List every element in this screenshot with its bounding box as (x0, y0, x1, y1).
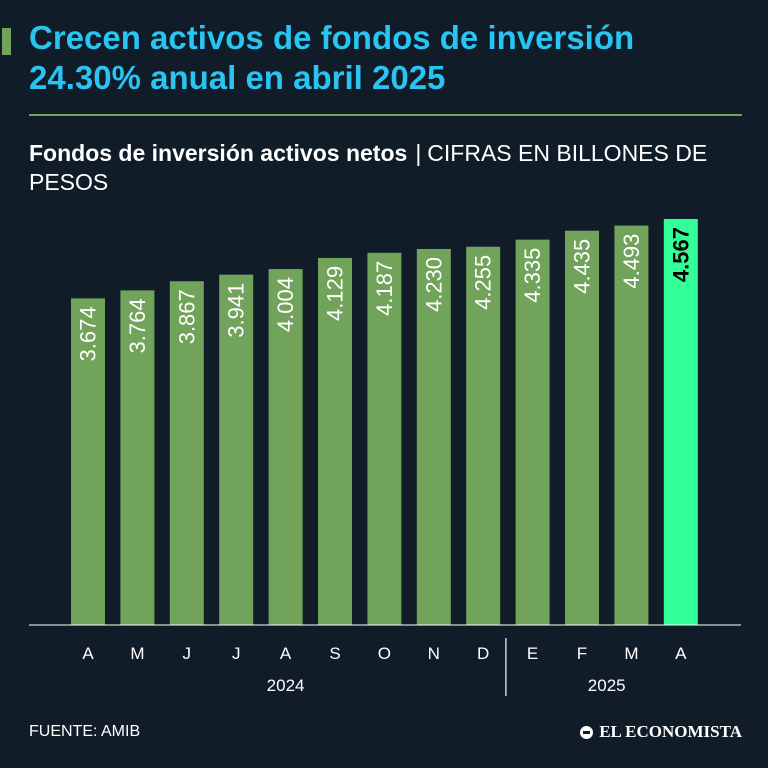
x-tick-label: F (577, 644, 587, 663)
bar-value-label: 4.187 (372, 261, 397, 316)
bar-value-label: 3.941 (224, 283, 249, 338)
x-tick-label: O (378, 644, 391, 663)
x-tick-label: J (183, 644, 192, 663)
bar (268, 269, 303, 625)
bar (515, 239, 550, 625)
bar-value-label: 4.567 (668, 227, 693, 282)
x-tick-label: A (675, 644, 687, 663)
x-tick-label: D (477, 644, 489, 663)
year-label: 2024 (267, 676, 305, 695)
brand-logo: EL ECONOMISTA (580, 722, 742, 742)
subtitle-main: Fondos de inversión activos netos (29, 140, 408, 166)
bar (416, 248, 451, 625)
x-tick-label: M (624, 644, 638, 663)
bar-value-label: 4.493 (619, 234, 644, 289)
bar (614, 225, 649, 625)
bar (663, 219, 698, 625)
bar-value-label: 4.335 (520, 248, 545, 303)
bar (565, 230, 599, 625)
bar-value-label: 4.255 (471, 255, 496, 310)
bar-value-label: 3.867 (174, 289, 199, 344)
bar (318, 257, 352, 625)
brand-name: EL ECONOMISTA (599, 722, 742, 741)
bar-value-label: 4.230 (421, 257, 446, 312)
bar-value-label: 4.435 (570, 239, 595, 294)
bar (367, 252, 402, 625)
x-tick-label: A (280, 644, 292, 663)
year-label: 2025 (588, 676, 626, 695)
chart-subtitle: Fondos de inversión activos netos | CIFRAS… (29, 139, 754, 197)
bar (120, 290, 155, 625)
bar-value-label: 3.764 (125, 298, 150, 353)
bar-value-label: 4.004 (273, 277, 298, 332)
x-tick-label: A (82, 644, 94, 663)
subtitle-separator: | (415, 140, 422, 166)
brand-icon (580, 725, 594, 739)
bar (219, 274, 254, 625)
title-marker (2, 28, 11, 55)
x-tick-label: M (130, 644, 144, 663)
chart-title: Crecen activos de fondos de inversión 24… (29, 19, 635, 96)
bar (71, 298, 105, 625)
x-tick-label: N (428, 644, 440, 663)
bar-value-label: 3.674 (76, 306, 101, 361)
subtitle-units: CIFRAS EN BILLONES DE PESOS (29, 140, 708, 195)
bar (466, 246, 501, 625)
bar (169, 281, 204, 625)
x-tick-label: J (232, 644, 241, 663)
x-tick-label: S (329, 644, 340, 663)
x-tick-label: E (527, 644, 538, 663)
bar-value-label: 4.129 (323, 266, 348, 321)
title-divider (29, 114, 742, 116)
source-note: FUENTE: AMIB (29, 723, 141, 740)
